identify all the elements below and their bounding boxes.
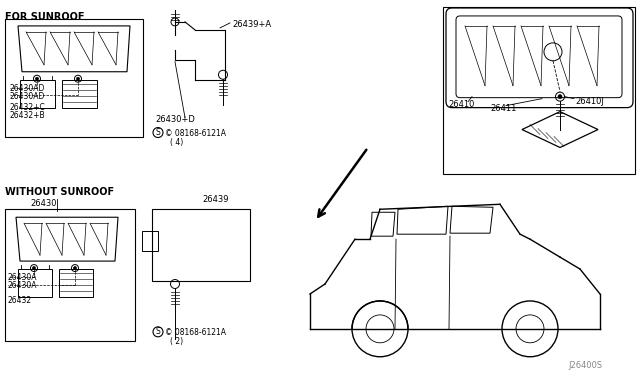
Bar [5, 19, 143, 137]
Text: 26430A: 26430A [8, 281, 38, 290]
Text: © 08168-6121A: © 08168-6121A [165, 328, 226, 337]
Circle shape [558, 94, 562, 99]
Circle shape [77, 77, 79, 80]
Bar [5, 209, 135, 341]
Circle shape [74, 267, 77, 270]
Text: 26430+D: 26430+D [155, 115, 195, 124]
Text: S: S [156, 128, 161, 137]
Text: S: S [156, 327, 161, 336]
Text: 26430AD: 26430AD [10, 92, 45, 101]
Bar [443, 7, 635, 174]
Text: FOR SUNROOF: FOR SUNROOF [5, 12, 84, 22]
Text: 26411: 26411 [490, 104, 516, 113]
Text: 26410J: 26410J [575, 97, 604, 106]
Text: 26432: 26432 [8, 296, 32, 305]
Text: J26400S: J26400S [568, 361, 602, 370]
Text: 26430: 26430 [30, 199, 56, 208]
Text: © 08168-6121A: © 08168-6121A [165, 129, 226, 138]
Text: WITHOUT SUNROOF: WITHOUT SUNROOF [5, 187, 114, 197]
Text: ( 4): ( 4) [170, 138, 183, 147]
Text: 26410: 26410 [448, 100, 474, 109]
Text: 26432+C: 26432+C [10, 103, 45, 112]
Text: ( 2): ( 2) [170, 337, 183, 346]
Text: 26432+B: 26432+B [10, 110, 45, 120]
Circle shape [33, 267, 35, 270]
Text: 26439: 26439 [202, 195, 228, 204]
Text: 26430A: 26430A [8, 273, 38, 282]
Bar [152, 209, 250, 281]
Text: 26430AD: 26430AD [10, 84, 45, 93]
Circle shape [35, 77, 38, 80]
Text: 26439+A: 26439+A [232, 20, 271, 29]
